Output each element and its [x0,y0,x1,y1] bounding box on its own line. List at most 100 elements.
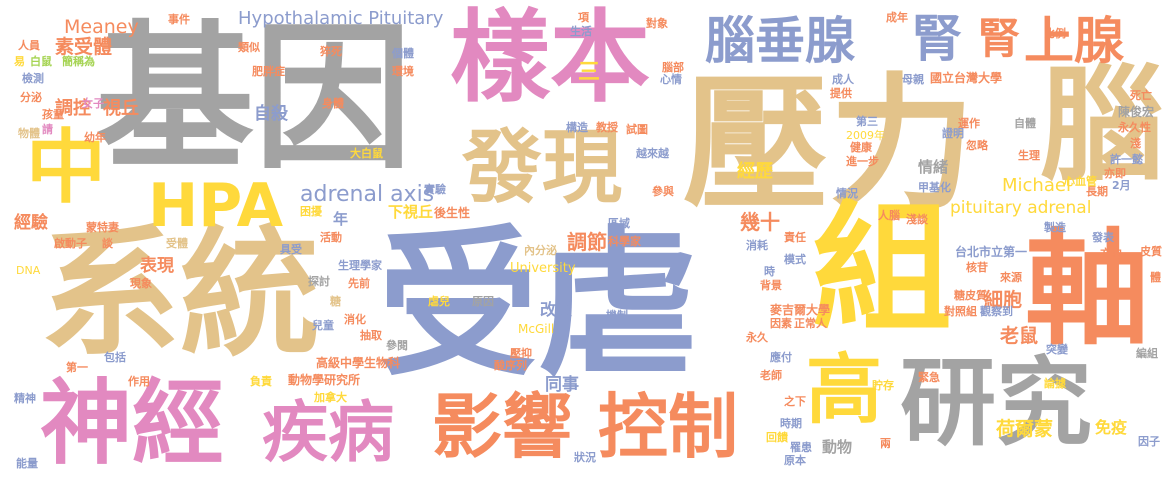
word-sushouti: 素受體 [55,36,113,58]
word-shen-orange: 腎 [978,14,1021,63]
word-shengli: 生理 [1018,149,1040,162]
word-moshi: 模式 [784,253,806,266]
word-qian: 淺 [1130,137,1141,150]
word-huodong: 活動 [320,231,342,244]
word-shenjing: 神經 [40,370,225,477]
word-tiaojie: 調節 [567,230,607,254]
word-shi: 時 [764,265,775,278]
word-fabiao: 發表 [1092,231,1114,244]
word-tigong: 提供 [830,87,852,100]
word-mianyi: 免疫 [1095,418,1128,437]
word-nuer: 虐兒 [428,295,450,308]
word-jingshen: 精神 [14,392,36,405]
word-chengren: 成人 [832,73,854,86]
word-ziti: 自體 [1014,117,1036,130]
word-yuelaiyue: 越來越 [636,147,669,160]
word-gaoji: 高級中學生物科 [316,356,401,370]
word-jushou: 具受 [280,243,302,256]
word-jiaoshou: 教授 [596,121,618,134]
word-baokuo: 包括 [104,351,126,364]
word-meaney: Meaney [64,16,139,38]
word-feipang: 肥胖症 [252,65,285,78]
word-liang: 兩 [880,437,891,450]
word-jizhi: 機制 [606,309,628,322]
word-qiantan: 淺談 [906,213,928,226]
word-zhou: 軸 [1025,218,1150,362]
word-jiankang: 健康 [850,141,872,154]
word-xibao: 細胞 [984,289,1023,311]
word-qingkuang: 情況 [836,187,858,200]
word-zhengchangren: 正常人 [794,317,827,330]
word-xianxiang: 現象 [130,277,152,290]
word-jingyan: 經驗 [14,213,48,233]
word-yingxiang: 影響 [432,386,572,468]
word-shitu: 試圖 [626,123,648,136]
word-yiji: 亦即 [1104,167,1126,180]
word-fenmi: 分泌 [20,91,42,104]
word-heermeng: 荷爾蒙 [996,418,1054,440]
word-fuze: 負責 [250,375,272,388]
word-tang: 糖 [330,295,341,308]
word-mengteqi: 蒙特妻 [86,221,119,234]
word-shijian: 事件 [168,13,190,26]
word-rennao: 人腦 [878,209,900,222]
word-kongzhi: 控制 [598,386,738,468]
word-biaoxian: 表現 [140,256,174,276]
word-jishi: 幾十 [740,210,780,234]
word-tubian: 突變 [1046,343,1068,356]
word-zhixia: 之下 [784,395,806,408]
word-yali: 壓力 [683,60,975,230]
word-younian: 幼年 [84,131,106,144]
word-2009: 2009年 [846,129,885,142]
word-chouqu: 抽取 [360,329,382,342]
word-shouti: 受體 [166,237,188,250]
word-beijing: 背景 [760,279,782,292]
word-muqin: 母親 [902,73,924,86]
word-cusi: 猝死 [320,45,342,58]
word-yingfu: 應付 [770,351,792,364]
word-zhong: 中 [26,121,106,214]
word-faxian: 發現 [462,121,622,214]
word-jianchengwei: 簡稱為 [62,55,95,68]
word-yongjiu: 永久 [746,331,768,344]
word-disan: 第三 [856,115,878,128]
word-shounue: 受虐 [378,211,699,398]
word-zuoyong: 作用 [128,375,150,388]
word-yongjiuxing: 永久性 [1118,121,1151,134]
word-pituitary-adrenal: pituitary adrenal [950,198,1092,218]
word-canyue: 參閱 [386,339,408,352]
word-jianada: 加拿大 [314,391,347,404]
word-yanjiu: 研究 [900,347,1092,459]
word-xiang: 項 [578,11,589,24]
word-naobu: 腦部 [662,61,684,74]
word-yuanben: 原本 [784,454,806,467]
word-jinyibu: 進一步 [846,155,879,168]
word-qingxu: 情緒 [918,158,949,176]
word-laoshi: 老師 [760,369,782,382]
word-yinsu: 因素 [770,317,792,330]
word-xiaohao: 消耗 [746,239,768,252]
word-shiyan: 實驗 [424,183,446,196]
word-maijier: 麥吉爾大學 [770,303,831,317]
word-huikui: 回饋 [766,431,788,444]
word-siwang: 死亡 [1130,89,1152,102]
word-changqi: 長期 [1086,185,1108,198]
word-adrenal-axis: adrenal axis [300,182,435,207]
word-guolitaida: 國立台灣大學 [930,71,1003,85]
word-tantao: 探討 [308,275,330,288]
word-zhengming: 證明 [942,127,964,140]
word-kexuejia: 科學家 [608,235,641,248]
word-jijihua: 甲基化 [918,181,951,194]
word-neifenmi: 內分泌 [524,244,557,257]
word-dabaishu: 大白鼠 [350,147,383,160]
word-jinji: 緊急 [918,371,940,384]
word-xuyiyi: 許一懿 [1110,153,1143,166]
word-qidongzi: 啟動子 [54,237,87,250]
word-gaibian: 改變 [540,300,573,319]
word-tan: 談 [102,237,113,250]
word-fangxiang: 方向 [1100,247,1122,260]
word-dongwuxue: 動物學研究所 [288,373,361,387]
word-geti: 個體 [392,47,414,60]
word-duixiang: 對象 [646,17,668,30]
